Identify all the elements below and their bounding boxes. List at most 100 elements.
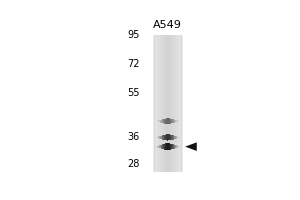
Bar <box>157 120 158 122</box>
Bar <box>171 119 172 123</box>
Bar <box>171 35 172 172</box>
Bar <box>177 137 178 138</box>
Bar <box>173 35 174 172</box>
Bar <box>174 136 175 139</box>
Bar <box>168 35 169 172</box>
Text: 55: 55 <box>127 88 140 98</box>
Bar <box>159 35 160 172</box>
Bar <box>160 120 161 123</box>
Text: 95: 95 <box>128 30 140 40</box>
Bar <box>160 145 161 148</box>
Bar <box>169 143 170 150</box>
Bar <box>169 134 170 140</box>
Bar <box>168 134 169 141</box>
Bar <box>165 119 166 124</box>
Bar <box>159 136 160 139</box>
Bar <box>180 35 181 172</box>
Bar <box>171 144 172 149</box>
Bar <box>169 35 170 172</box>
Bar <box>178 137 179 138</box>
Bar <box>170 119 171 124</box>
Bar <box>157 35 158 172</box>
Polygon shape <box>185 142 197 151</box>
Text: 72: 72 <box>127 59 140 69</box>
Bar <box>177 35 178 172</box>
Text: A549: A549 <box>153 20 182 30</box>
Bar <box>163 119 164 123</box>
Bar <box>176 35 177 172</box>
Bar <box>173 119 174 123</box>
Bar <box>156 146 157 147</box>
Bar <box>174 120 175 123</box>
Bar <box>155 146 156 147</box>
Bar <box>181 35 182 172</box>
Bar <box>165 143 166 150</box>
Bar <box>162 119 163 123</box>
Bar <box>166 118 167 124</box>
Bar <box>164 119 165 124</box>
Bar <box>162 35 163 172</box>
Bar <box>158 120 159 122</box>
Bar <box>169 35 170 172</box>
Bar <box>178 146 179 147</box>
Bar <box>163 135 164 140</box>
Bar <box>160 35 161 172</box>
Bar <box>173 144 174 149</box>
Bar <box>164 144 165 150</box>
Bar <box>170 135 171 140</box>
Bar <box>178 120 179 122</box>
Bar <box>158 35 159 172</box>
Bar <box>156 35 157 172</box>
Bar <box>161 119 162 123</box>
Bar <box>162 144 163 149</box>
Bar <box>179 146 180 147</box>
Bar <box>160 145 161 148</box>
Bar <box>160 136 161 139</box>
Bar <box>175 35 176 172</box>
Text: 36: 36 <box>128 132 140 142</box>
Bar <box>172 35 173 172</box>
Bar <box>161 145 162 149</box>
Bar <box>175 136 176 139</box>
Bar <box>168 143 169 150</box>
Bar <box>157 137 158 138</box>
Bar <box>163 144 164 149</box>
Bar <box>172 135 173 140</box>
Bar <box>170 35 171 172</box>
Bar <box>167 118 168 124</box>
Bar <box>161 35 162 172</box>
Bar <box>160 120 161 123</box>
Bar <box>167 134 168 141</box>
Text: 28: 28 <box>128 159 140 169</box>
Bar <box>171 135 172 140</box>
Bar <box>159 145 160 148</box>
Bar <box>169 143 170 150</box>
Bar <box>179 35 180 172</box>
Bar <box>160 136 161 139</box>
Bar <box>155 121 156 122</box>
Bar <box>162 135 163 140</box>
Bar <box>176 136 177 139</box>
Bar <box>158 136 159 138</box>
Bar <box>179 137 180 138</box>
Bar <box>179 121 180 122</box>
Bar <box>177 146 178 148</box>
Bar <box>157 146 158 147</box>
Bar <box>169 134 170 140</box>
Bar <box>156 137 157 138</box>
Bar <box>164 135 165 140</box>
Bar <box>169 118 170 124</box>
Bar <box>154 35 155 172</box>
Bar <box>165 35 166 172</box>
Bar <box>174 145 175 149</box>
Bar <box>165 135 166 140</box>
Bar <box>168 118 169 124</box>
Bar <box>167 35 168 172</box>
Bar <box>176 120 177 122</box>
Bar <box>169 118 170 124</box>
Bar <box>172 144 173 149</box>
Bar <box>159 120 160 122</box>
Bar <box>177 120 178 122</box>
Bar <box>175 145 176 148</box>
Bar <box>161 136 162 139</box>
